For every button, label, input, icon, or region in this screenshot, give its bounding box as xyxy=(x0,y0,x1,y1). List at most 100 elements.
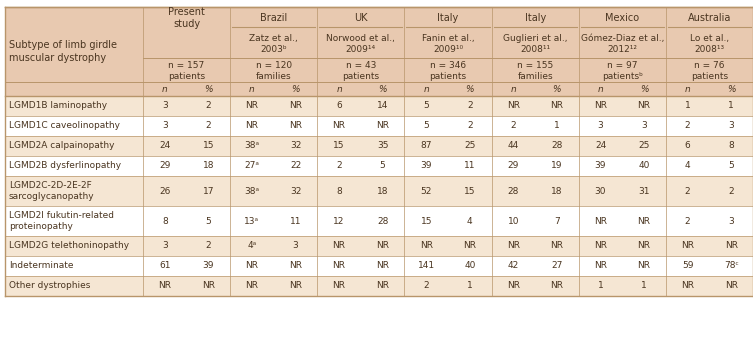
Text: 13ᵃ: 13ᵃ xyxy=(245,216,260,225)
Text: NR: NR xyxy=(158,281,171,290)
Text: LGMD1C caveolinopathy: LGMD1C caveolinopathy xyxy=(9,122,120,130)
Text: NR: NR xyxy=(724,242,738,250)
Text: 39: 39 xyxy=(420,161,432,171)
Text: 38ᵃ: 38ᵃ xyxy=(245,142,260,151)
Bar xyxy=(5,206,753,236)
Text: 27: 27 xyxy=(551,262,562,271)
Text: 18: 18 xyxy=(377,186,389,195)
Text: 26: 26 xyxy=(159,186,170,195)
Text: NR: NR xyxy=(333,242,346,250)
Text: NR: NR xyxy=(638,262,651,271)
Text: 40: 40 xyxy=(464,262,475,271)
Text: 5: 5 xyxy=(380,161,386,171)
Text: 2: 2 xyxy=(423,281,429,290)
Text: 3: 3 xyxy=(642,122,647,130)
Text: 28: 28 xyxy=(508,186,519,195)
Text: 3: 3 xyxy=(728,122,734,130)
Text: Mexico: Mexico xyxy=(605,13,639,23)
Text: n = 43
patients: n = 43 patients xyxy=(343,61,380,81)
Text: NR: NR xyxy=(419,242,433,250)
Text: 5: 5 xyxy=(728,161,734,171)
Text: 2: 2 xyxy=(684,186,691,195)
Text: Australia: Australia xyxy=(687,13,731,23)
Text: 2: 2 xyxy=(206,242,211,250)
Text: 8: 8 xyxy=(336,186,342,195)
Text: NR: NR xyxy=(507,101,520,111)
Text: NR: NR xyxy=(594,242,607,250)
Text: NR: NR xyxy=(289,101,302,111)
Text: 29: 29 xyxy=(508,161,519,171)
Text: Lo et al.,
2008¹³: Lo et al., 2008¹³ xyxy=(690,34,729,54)
Text: 78ᶜ: 78ᶜ xyxy=(724,262,739,271)
Text: LGMD2I fukutin-related
proteinopathy: LGMD2I fukutin-related proteinopathy xyxy=(9,211,114,231)
Text: 11: 11 xyxy=(464,161,476,171)
Text: LGMD2G telethoninopathy: LGMD2G telethoninopathy xyxy=(9,242,129,250)
Text: %: % xyxy=(727,85,736,94)
Text: Italy: Italy xyxy=(437,13,459,23)
Text: 59: 59 xyxy=(682,262,694,271)
Text: 1: 1 xyxy=(554,122,559,130)
Text: %: % xyxy=(553,85,561,94)
Text: 2: 2 xyxy=(728,186,734,195)
Text: Present
study: Present study xyxy=(168,7,205,29)
Text: 5: 5 xyxy=(423,122,429,130)
Text: 15: 15 xyxy=(464,186,476,195)
Text: 5: 5 xyxy=(423,101,429,111)
Text: 87: 87 xyxy=(420,142,432,151)
Text: n: n xyxy=(249,85,255,94)
Text: 4: 4 xyxy=(467,216,473,225)
Text: 44: 44 xyxy=(508,142,519,151)
Text: NR: NR xyxy=(202,281,215,290)
Text: %: % xyxy=(379,85,387,94)
Text: 40: 40 xyxy=(639,161,650,171)
Text: Indeterminate: Indeterminate xyxy=(9,262,74,271)
Text: Fanin et al.,
2009¹⁰: Fanin et al., 2009¹⁰ xyxy=(422,34,474,54)
Text: 2: 2 xyxy=(337,161,342,171)
Text: 32: 32 xyxy=(290,142,301,151)
Text: 24: 24 xyxy=(595,142,606,151)
Text: 17: 17 xyxy=(203,186,214,195)
Text: 15: 15 xyxy=(420,216,432,225)
Text: n = 155
families: n = 155 families xyxy=(517,61,553,81)
Text: 29: 29 xyxy=(159,161,170,171)
Bar xyxy=(5,156,753,176)
Text: LGMD1B laminopathy: LGMD1B laminopathy xyxy=(9,101,107,111)
Text: n: n xyxy=(511,85,517,94)
Text: n: n xyxy=(423,85,429,94)
Text: 2: 2 xyxy=(684,216,691,225)
Text: NR: NR xyxy=(550,281,563,290)
Text: 25: 25 xyxy=(639,142,650,151)
Text: 1: 1 xyxy=(728,101,734,111)
Text: 28: 28 xyxy=(551,142,562,151)
Text: 19: 19 xyxy=(551,161,562,171)
Text: 2: 2 xyxy=(511,122,516,130)
Bar xyxy=(5,136,753,156)
Text: 52: 52 xyxy=(420,186,432,195)
Text: n: n xyxy=(336,85,342,94)
Text: NR: NR xyxy=(376,242,389,250)
Text: LGMD2C-2D-2E-2F
sarcoglycanopathy: LGMD2C-2D-2E-2F sarcoglycanopathy xyxy=(9,181,95,201)
Text: 2: 2 xyxy=(467,122,473,130)
Text: NR: NR xyxy=(638,216,651,225)
Text: NR: NR xyxy=(245,101,258,111)
Text: NR: NR xyxy=(289,122,302,130)
Text: NR: NR xyxy=(376,281,389,290)
Text: LGMD2A calpainopathy: LGMD2A calpainopathy xyxy=(9,142,114,151)
Bar xyxy=(5,256,753,276)
Text: NR: NR xyxy=(507,242,520,250)
Text: NR: NR xyxy=(289,281,302,290)
Text: n = 157
patients: n = 157 patients xyxy=(168,61,205,81)
Text: %: % xyxy=(291,85,300,94)
Bar xyxy=(5,116,753,136)
Text: Brazil: Brazil xyxy=(260,13,288,23)
Text: NR: NR xyxy=(550,242,563,250)
Text: n: n xyxy=(684,85,691,94)
Text: Zatz et al.,
2003ᵇ: Zatz et al., 2003ᵇ xyxy=(249,34,298,54)
Text: 2: 2 xyxy=(206,101,211,111)
Text: 5: 5 xyxy=(206,216,212,225)
Text: n = 346
patients: n = 346 patients xyxy=(429,61,467,81)
Text: 42: 42 xyxy=(508,262,519,271)
Text: 61: 61 xyxy=(159,262,170,271)
Text: 1: 1 xyxy=(642,281,647,290)
Text: NR: NR xyxy=(333,122,346,130)
